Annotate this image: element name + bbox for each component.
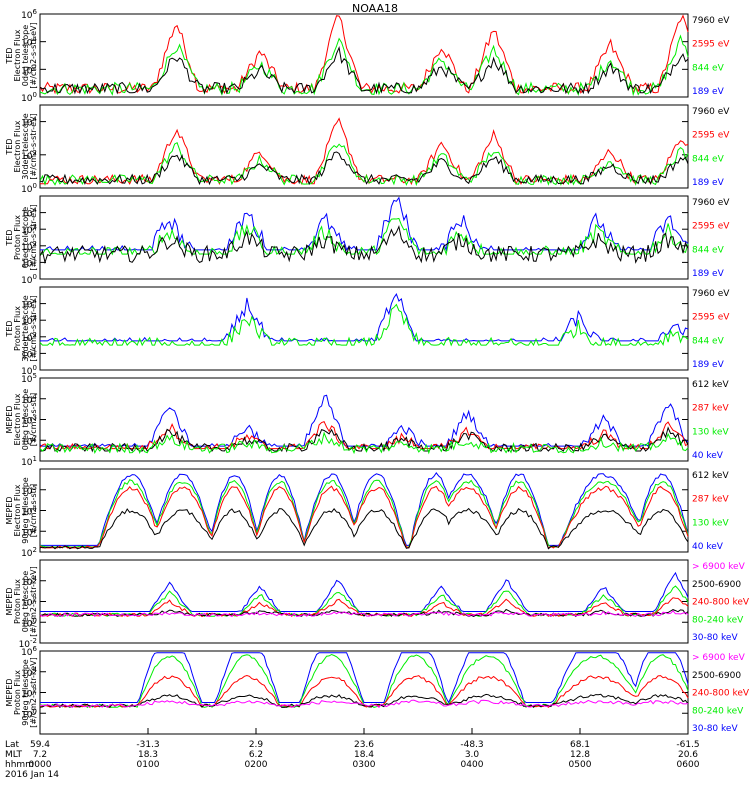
panel-frame bbox=[40, 651, 688, 734]
legend-entry: 2595 eV bbox=[692, 40, 730, 50]
x-tick-lat: 23.6 bbox=[354, 740, 374, 750]
legend-entry: 7960 eV bbox=[692, 198, 730, 208]
y-axis-label: [#/cm2-s-str] bbox=[29, 484, 38, 537]
series-30-80-kev bbox=[40, 573, 688, 612]
x-tick-lat: 68.1 bbox=[570, 740, 590, 750]
panel-8: 106104102100MEPED Proton Flux 90deg telesc… bbox=[5, 645, 750, 734]
legend-entry: 287 keV bbox=[692, 495, 729, 505]
y-tick-label: 100 bbox=[21, 91, 37, 104]
legend-entry: 240-800 keV bbox=[692, 598, 750, 608]
y-tick-label: 101 bbox=[21, 455, 37, 468]
x-tick-hhmm: 0400 bbox=[461, 760, 484, 770]
panel-frame bbox=[40, 560, 688, 643]
y-tick-label: 100 bbox=[21, 182, 37, 195]
panel-7: 10410210010-2MEPED Proton Flux 0deg telesc… bbox=[5, 560, 750, 650]
legend-entry: 189 eV bbox=[692, 360, 725, 370]
legend-entry: 287 keV bbox=[692, 404, 729, 414]
legend-entry: 2500-6900 bbox=[692, 580, 741, 590]
panel-5: 105104103102101MEPED Electron Flux 0deg te… bbox=[5, 372, 729, 468]
legend-entry: 40 keV bbox=[692, 542, 724, 552]
x-tick-hhmm: 0000 bbox=[29, 760, 52, 770]
legend-entry: 130 keV bbox=[692, 518, 729, 528]
x-tick-hhmm: 0200 bbox=[245, 760, 268, 770]
panel-6: 105104103102MEPED Electron Flux 90deg tele… bbox=[5, 469, 729, 559]
panel-1: 106104102100TED Electron Flux 0deg telesco… bbox=[5, 8, 730, 104]
legend-entry: 2595 eV bbox=[692, 313, 730, 323]
panel-frame bbox=[40, 105, 688, 188]
legend-entry: 80-240 keV bbox=[692, 615, 744, 625]
x-tick-mlt: 20.6 bbox=[678, 750, 698, 760]
legend-entry: 844 eV bbox=[692, 63, 725, 73]
legend-entry: 30-80 keV bbox=[692, 633, 738, 643]
x-tick-lat: 59.4 bbox=[30, 740, 50, 750]
x-tick-mlt: 3.0 bbox=[465, 750, 480, 760]
y-axis-label: [#/cm2-s-str-eV] bbox=[29, 204, 38, 270]
x-tick-hhmm: 0300 bbox=[353, 760, 376, 770]
legend-entry: 2595 eV bbox=[692, 222, 730, 232]
series-844-ev bbox=[40, 36, 688, 95]
legend-entry: 7960 eV bbox=[692, 289, 730, 299]
legend-entry: 612 keV bbox=[692, 380, 729, 390]
x-tick-hhmm: 0100 bbox=[137, 760, 160, 770]
legend-entry: 189 eV bbox=[692, 269, 725, 279]
legend-entry: 240-800 keV bbox=[692, 689, 750, 699]
legend-entry: 2500-6900 bbox=[692, 671, 741, 681]
x-tick-mlt: 18.4 bbox=[354, 750, 374, 760]
x-tick-lat: -48.3 bbox=[460, 740, 483, 750]
series-844-ev bbox=[40, 143, 688, 185]
y-axis-label: [#/cm2-s-str-keV] bbox=[29, 657, 38, 728]
series-612-kev bbox=[40, 509, 688, 549]
x-row-label: MLT bbox=[5, 750, 23, 760]
legend-entry: 844 eV bbox=[692, 154, 725, 164]
y-axis-label: [#/cm2-s-str-eV] bbox=[29, 295, 38, 361]
x-tick-lat: -61.5 bbox=[676, 740, 699, 750]
x-tick-mlt: 6.2 bbox=[249, 750, 263, 760]
legend-entry: 7960 eV bbox=[692, 107, 730, 117]
panel-frame bbox=[40, 287, 688, 370]
series-189-ev bbox=[40, 198, 688, 250]
y-axis-label: [#/cm2-s-str-eV] bbox=[29, 22, 38, 88]
chart-title: NOAA18 bbox=[352, 2, 398, 15]
x-tick-hhmm: 0600 bbox=[677, 760, 700, 770]
legend-entry: 130 keV bbox=[692, 427, 729, 437]
y-axis-label: [#/cm2-s-str-keV] bbox=[29, 566, 38, 637]
x-tick-hhmm: 0500 bbox=[569, 760, 592, 770]
legend-entry: 7960 eV bbox=[692, 16, 730, 26]
panel-frame bbox=[40, 196, 688, 279]
series-2595-ev bbox=[40, 16, 688, 93]
x-tick-mlt: 7.2 bbox=[33, 750, 47, 760]
panel-3: 104 103 102 101 100 TED Proton Flux 0deg telesc… bbox=[5, 196, 730, 286]
x-tick-lat: 2.9 bbox=[249, 740, 264, 750]
panel-2: 104102100TED Electron Flux 30deg telescope… bbox=[5, 105, 730, 195]
x-row-label: 2016 Jan 14 bbox=[5, 770, 59, 780]
legend-entry: 80-240 keV bbox=[692, 706, 744, 716]
legend-entry: 189 eV bbox=[692, 178, 725, 188]
legend-entry: 30-80 keV bbox=[692, 724, 738, 734]
series-287-kev bbox=[40, 486, 688, 548]
y-tick-label: 102 bbox=[21, 546, 37, 559]
y-axis-label: [#/cm2-s-str] bbox=[29, 393, 38, 446]
x-tick-mlt: 18.3 bbox=[138, 750, 158, 760]
x-row-label: Lat bbox=[5, 740, 20, 750]
series-80-240-kev bbox=[40, 655, 688, 708]
legend-entry: 189 eV bbox=[692, 87, 725, 97]
series-189-ev bbox=[40, 294, 688, 341]
x-tick-lat: -31.3 bbox=[136, 740, 159, 750]
y-axis-label: [#/cm2-s-str-eV] bbox=[29, 113, 38, 179]
legend-entry: > 6900 keV bbox=[692, 653, 746, 663]
y-tick-label: 100 bbox=[21, 273, 37, 286]
x-tick-mlt: 12.8 bbox=[570, 750, 590, 760]
legend-entry: > 6900 keV bbox=[692, 562, 746, 572]
legend-entry: 40 keV bbox=[692, 451, 724, 461]
legend-entry: 844 eV bbox=[692, 245, 725, 255]
legend-entry: 844 eV bbox=[692, 336, 725, 346]
y-tick-label: 106 bbox=[21, 8, 37, 21]
legend-entry: 2595 eV bbox=[692, 131, 730, 141]
series-844-ev bbox=[40, 305, 688, 346]
legend-entry: 612 keV bbox=[692, 471, 729, 481]
panel-4: 104 103 102 101 100 TED Proton Flux 30deg teles… bbox=[5, 287, 730, 377]
